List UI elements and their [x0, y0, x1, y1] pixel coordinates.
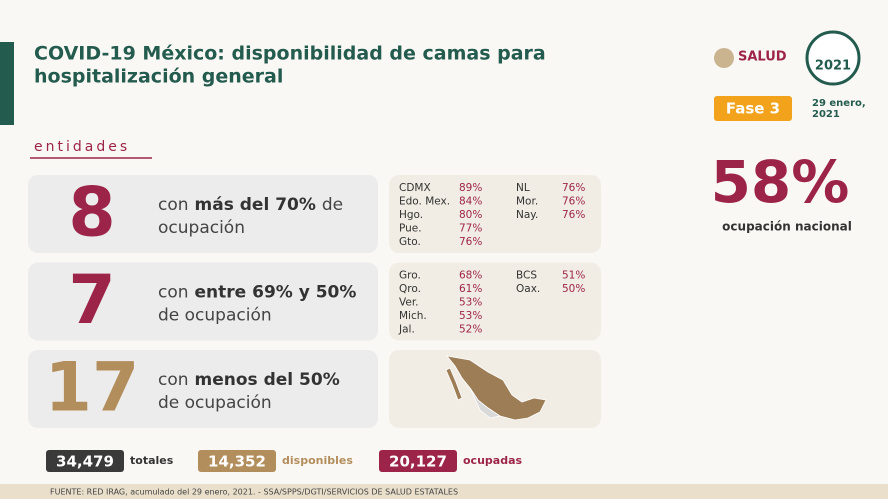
state-pct: 76% — [459, 236, 482, 248]
state-pct: 76% — [562, 196, 585, 208]
state-pct: 76% — [562, 182, 585, 194]
total-value: 34,479 — [56, 453, 114, 471]
state-pct: 53% — [459, 310, 482, 322]
state-name: CDMX — [399, 182, 431, 194]
group-count: 7 — [68, 261, 115, 340]
state-name: Ver. — [399, 297, 419, 309]
national-value: 58% — [711, 148, 850, 216]
states-box — [389, 262, 601, 341]
group-desc: con más del 70% de — [158, 195, 343, 215]
total-box — [379, 450, 457, 472]
rows: 8 con más del 70% de ocupación CDMX 89% Edo. Me… — [28, 174, 601, 428]
title: hospitalización general — [34, 66, 283, 88]
group-desc: de ocupación — [158, 393, 272, 413]
desc-prefix: con — [158, 370, 189, 390]
state-pct: 77% — [459, 223, 482, 235]
total-box — [46, 450, 124, 472]
total-label: disponibles — [282, 454, 353, 467]
states-box — [389, 175, 601, 253]
state-name: Mor. — [516, 196, 538, 208]
state-pct: 53% — [459, 297, 482, 309]
state-name: Nay. — [516, 209, 538, 221]
state-name: Hgo. — [399, 209, 423, 221]
seal — [805, 30, 861, 86]
group-count: 17 — [45, 349, 140, 428]
state-pct: 61% — [459, 283, 482, 295]
total-value: 20,127 — [389, 453, 447, 471]
state-name: Gto. — [399, 236, 421, 248]
mexico-map — [445, 355, 547, 421]
state-name: Jal. — [398, 324, 415, 336]
state-name: Gro. — [399, 270, 421, 282]
state-pct: 76% — [562, 209, 585, 221]
national-label: ocupación nacional — [722, 220, 852, 234]
date: 29 enero, — [812, 98, 866, 109]
state-pct: 51% — [562, 270, 585, 282]
state-name: NL — [516, 182, 530, 194]
desc-highlight: menos del 50% — [195, 370, 340, 390]
total-value: 14,352 — [208, 453, 266, 471]
group-box — [28, 350, 378, 428]
state-pct: 50% — [562, 283, 585, 295]
total-box — [198, 450, 276, 472]
phase-badge — [714, 96, 792, 121]
desc-prefix: con — [158, 195, 189, 215]
group-box — [28, 262, 378, 341]
state-name: Oax. — [516, 283, 540, 295]
group-box — [28, 175, 378, 253]
desc-prefix: con — [158, 283, 189, 303]
accent-bar — [0, 42, 14, 125]
state-pct: 84% — [459, 196, 482, 208]
desc-highlight: más del 70% — [195, 195, 316, 215]
seal-year: 2021 — [815, 59, 851, 74]
group-count: 8 — [68, 174, 115, 253]
state-pct: 80% — [459, 209, 482, 221]
group-desc: ocupación — [158, 218, 245, 238]
state-name: Pue. — [399, 223, 422, 235]
state-pct: 52% — [459, 324, 482, 336]
section-label: entidades — [34, 139, 130, 155]
desc-highlight: entre 69% y 50% — [195, 283, 357, 303]
title: COVID-19 México: disponibilidad de camas… — [34, 43, 546, 65]
footer-band — [0, 484, 888, 499]
total-label: ocupadas — [463, 454, 523, 467]
footer: FUENTE: RED IRAG, acumulado del 29 enero… — [50, 488, 458, 497]
group-desc: con entre 69% y 50% — [158, 283, 356, 303]
group-desc: de ocupación — [158, 306, 272, 326]
state-name: Qro. — [399, 283, 421, 295]
state-pct: 89% — [459, 182, 482, 194]
state-name: BCS — [516, 270, 537, 282]
phase: Fase 3 — [726, 100, 780, 118]
state-name: Edo. Mex. — [399, 196, 450, 208]
date: 2021 — [812, 109, 840, 120]
logo-emblem — [714, 48, 734, 68]
state-pct: 68% — [459, 270, 482, 282]
totals: 34,479 totales 14,352 disponibles 20,127 ocup… — [46, 450, 523, 472]
desc-suffix-first: de — [322, 195, 343, 215]
total-label: totales — [130, 454, 174, 467]
state-name: Mich. — [399, 310, 427, 322]
logo: SALUD — [738, 50, 787, 65]
group-desc: con menos del 50% — [158, 370, 340, 390]
